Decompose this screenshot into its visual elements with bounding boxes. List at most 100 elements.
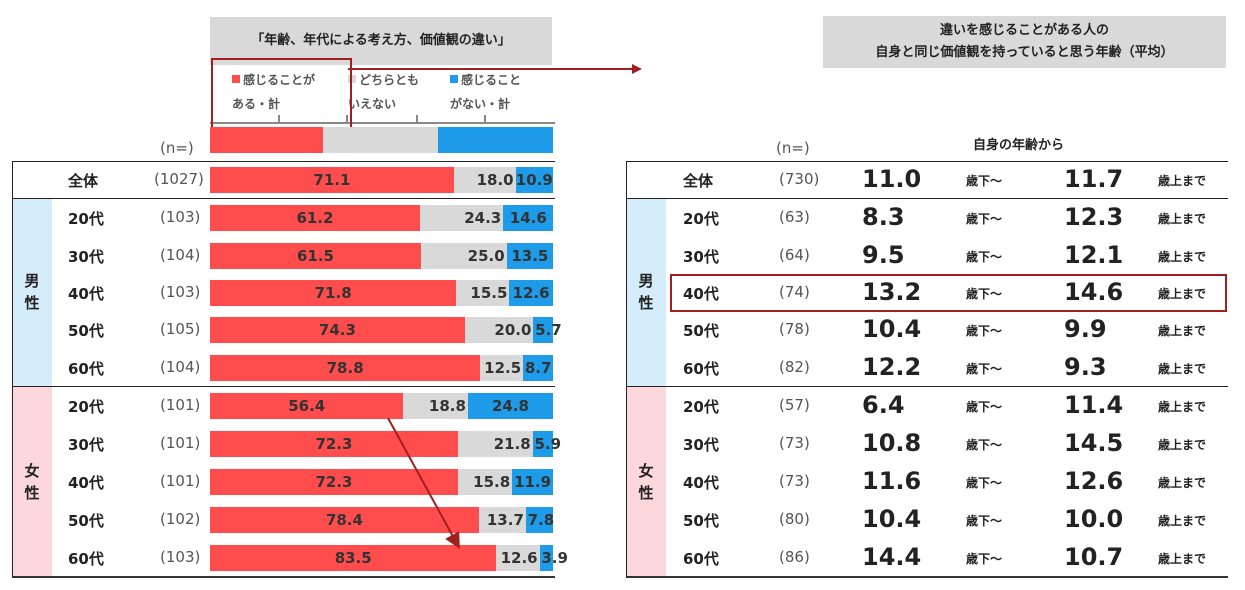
bar-segment — [525, 507, 553, 533]
table-row-label: 60代 — [683, 550, 719, 568]
bar-segment — [456, 280, 510, 306]
table-row-n: (73) — [779, 472, 810, 490]
age-above-value: 11.7 — [1064, 165, 1124, 193]
left-rule-vertical — [12, 161, 13, 577]
bar-value-label: 10.9 — [515, 171, 553, 189]
bar-value-label: 24.3 — [464, 209, 502, 227]
age-below-value: 14.4 — [862, 543, 922, 571]
bar-value-label: 7.8 — [527, 511, 555, 529]
legend-highlight-box — [211, 58, 352, 129]
table-row-label: 20代 — [683, 398, 719, 416]
table-row-label: 20代 — [683, 210, 719, 228]
table-row-n: (74) — [779, 283, 810, 301]
row-n: (104) — [160, 358, 201, 376]
age-above-value: 9.3 — [1064, 353, 1107, 381]
table-row-n: (64) — [779, 246, 810, 264]
table-row-label: 50代 — [683, 322, 719, 340]
right-male-band — [626, 198, 666, 386]
left-rule-1 — [12, 198, 555, 199]
right-rule-vertical — [626, 161, 627, 577]
bar-value-label: 61.5 — [296, 247, 334, 265]
row-n: (103) — [160, 548, 201, 566]
row-label: 30代 — [68, 248, 104, 266]
bar-segment — [210, 431, 458, 457]
age-below-unit: 歳下～ — [966, 552, 1003, 566]
table-row-label: 60代 — [683, 360, 719, 378]
bar-value-label: 15.5 — [470, 284, 508, 302]
legend-tick — [416, 115, 418, 123]
table-row-label: 30代 — [683, 436, 719, 454]
bar-segment — [523, 355, 553, 381]
bar-value-label: 12.6 — [512, 284, 550, 302]
age-above-unit: 歳上まで — [1158, 212, 1207, 226]
row-n: (102) — [160, 510, 201, 528]
left-female-band — [12, 387, 52, 577]
left-title: 「年齢、年代による考え方、価値観の違い」 — [251, 33, 511, 48]
bar-value-label: 13.5 — [511, 247, 549, 265]
bar-segment — [533, 317, 553, 343]
age-below-unit: 歳下～ — [966, 324, 1003, 338]
bar-segment — [464, 317, 534, 343]
bar-segment — [480, 355, 524, 381]
bar-segment — [457, 431, 533, 457]
age-above-value: 9.9 — [1064, 315, 1107, 343]
age-below-value: 11.0 — [862, 165, 922, 193]
left-group-female: 女性 — [24, 462, 40, 502]
age-above-value: 12.1 — [1064, 241, 1124, 269]
bar-value-label: 5.9 — [534, 435, 562, 453]
bar-value-label: 20.0 — [494, 321, 532, 339]
row-label: 全体 — [68, 172, 99, 190]
left-rule-bottom — [12, 576, 555, 578]
age-above-value: 10.7 — [1064, 543, 1124, 571]
bar-value-label: 61.2 — [296, 209, 334, 227]
legend-baseline — [210, 122, 555, 124]
bar-value-label: 74.3 — [318, 321, 356, 339]
bar-value-label: 72.3 — [315, 435, 353, 453]
right-title-box: 違いを感じることがある人の 自身と同じ価値観を持っていると思う年齢（平均） — [823, 16, 1226, 68]
bar-value-label: 71.1 — [313, 171, 351, 189]
bar-value-label: 12.5 — [484, 359, 522, 377]
age-above-unit: 歳上まで — [1158, 287, 1207, 301]
row-n: (101) — [160, 434, 201, 452]
legend-item-disagree: 感じること がない・計 — [450, 73, 522, 111]
right-col-header: 自身の年齢から — [973, 138, 1065, 153]
bar-value-label: 18.8 — [428, 397, 466, 415]
age-below-unit: 歳下～ — [966, 174, 1003, 188]
age-above-unit: 歳上まで — [1158, 476, 1207, 490]
row-label: 20代 — [68, 210, 104, 228]
row-label: 60代 — [68, 550, 104, 568]
right-rule-top — [626, 161, 1228, 162]
table-row-n: (86) — [779, 548, 810, 566]
table-row-label: 50代 — [683, 512, 719, 530]
legend-tick — [346, 115, 348, 123]
age-below-value: 8.3 — [862, 203, 905, 231]
age-below-value: 10.8 — [862, 429, 922, 457]
age-below-value: 12.2 — [862, 353, 922, 381]
right-group-female: 女性 — [638, 462, 654, 502]
age-below-value: 9.5 — [862, 241, 905, 269]
trend-arrow — [387, 417, 460, 550]
row-n: (103) — [160, 283, 201, 301]
bar-value-label: 78.8 — [326, 359, 364, 377]
age-above-unit: 歳上まで — [1158, 174, 1207, 188]
bar-value-label: 56.4 — [288, 397, 326, 415]
table-row-label: 40代 — [683, 285, 719, 303]
bar-segment — [512, 469, 553, 495]
legend: 感じることが ある・計 どちらとも いえない 感じること がない・計 — [210, 68, 555, 124]
age-below-value: 13.2 — [862, 278, 922, 306]
table-row-n: (57) — [779, 396, 810, 414]
bar-segment — [532, 431, 553, 457]
row-highlight-box — [670, 274, 1227, 312]
header-strip-agree — [210, 127, 323, 153]
age-above-unit: 歳上まで — [1158, 324, 1207, 338]
table-row-n: (80) — [779, 510, 810, 528]
age-below-unit: 歳下～ — [966, 287, 1003, 301]
age-below-unit: 歳下～ — [966, 514, 1003, 528]
legend-tick — [484, 115, 486, 123]
age-above-unit: 歳上まで — [1158, 250, 1207, 264]
bar-value-label: 3.9 — [541, 549, 568, 567]
bar-segment — [506, 243, 553, 269]
bar-segment — [457, 469, 513, 495]
legend-item-agree: 感じることが ある・計 — [232, 73, 316, 111]
right-female-band — [626, 387, 666, 577]
